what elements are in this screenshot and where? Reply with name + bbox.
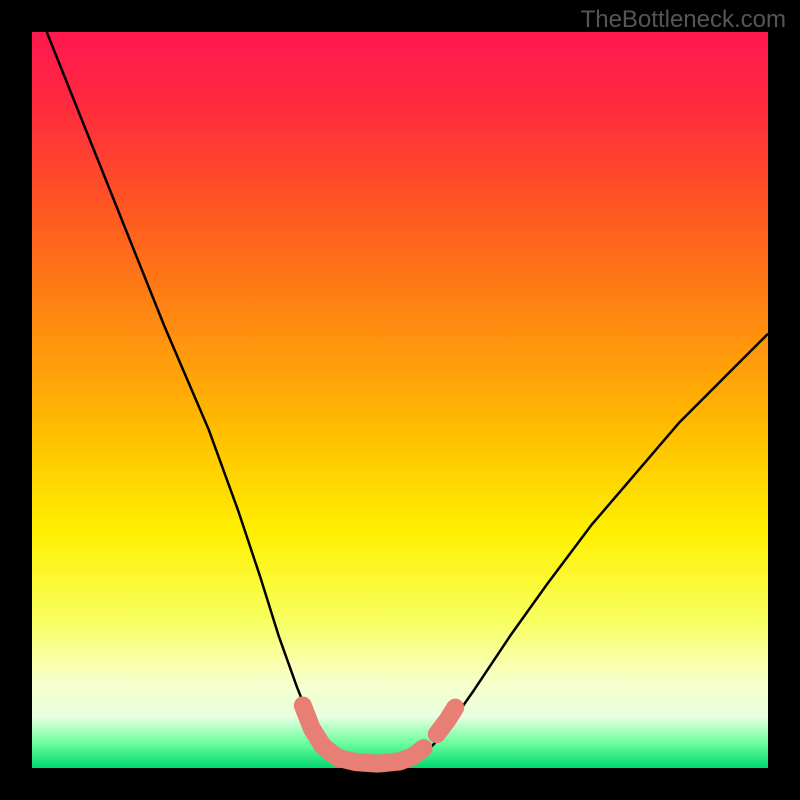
bottleneck-chart [0,0,800,800]
chart-frame: TheBottleneck.com [0,0,800,800]
plot-background [32,32,768,768]
watermark-text: TheBottleneck.com [581,6,786,34]
